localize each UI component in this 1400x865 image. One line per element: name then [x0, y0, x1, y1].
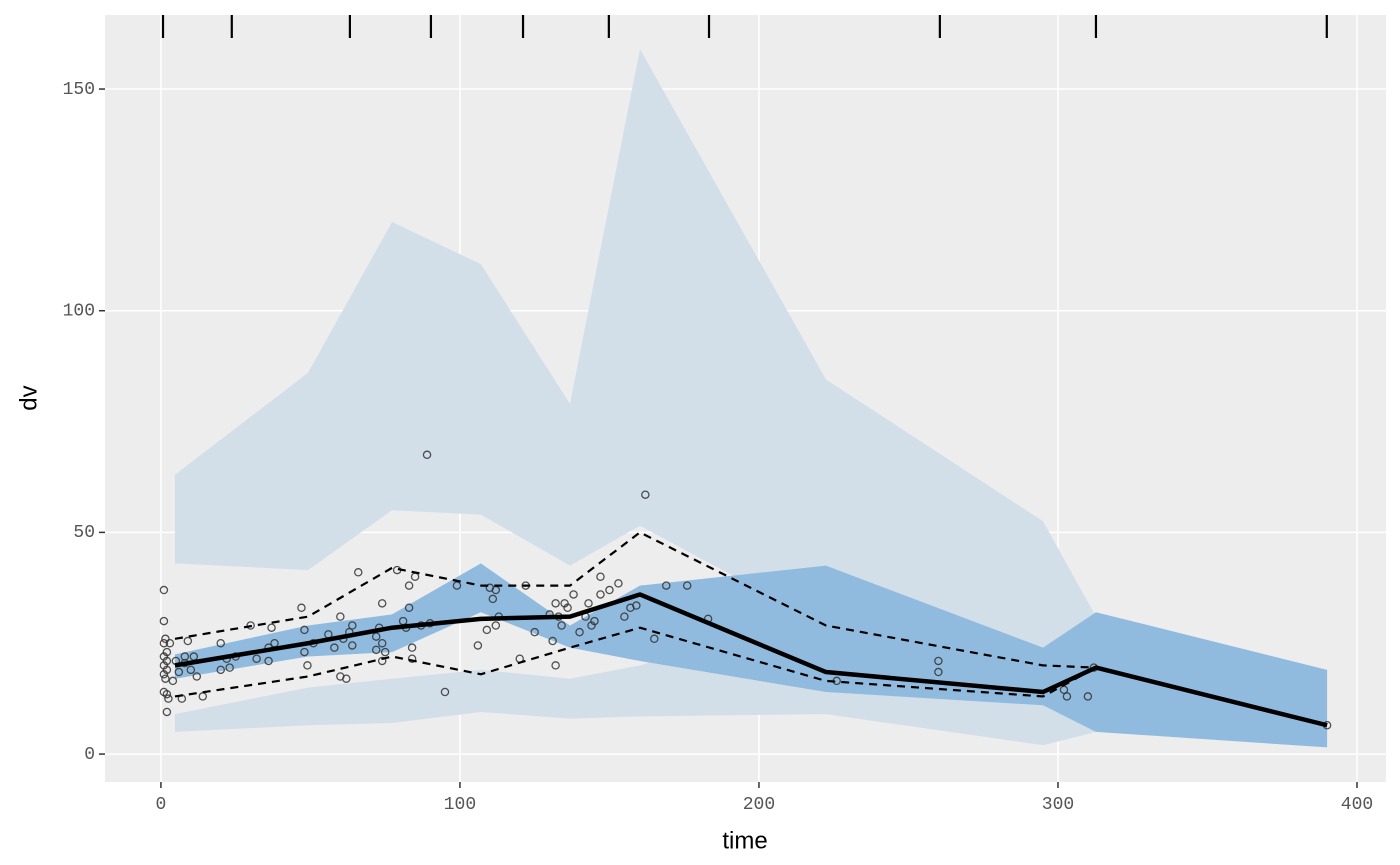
observation-point [662, 581, 671, 590]
prediction-band [174, 563, 1328, 748]
observation-point [407, 654, 417, 663]
observation-point [330, 643, 339, 652]
observation-point [1062, 692, 1072, 701]
observation-point [371, 632, 381, 641]
observation-point [530, 627, 539, 637]
observation-point [614, 579, 623, 588]
observation-point [216, 638, 225, 648]
observation-point [377, 638, 387, 648]
observation-point [174, 667, 184, 677]
observation-point [557, 621, 566, 630]
observation-point [584, 599, 593, 608]
observation-point [380, 647, 390, 657]
observation-point [246, 621, 255, 630]
observation-point [632, 601, 641, 610]
observation-point [267, 623, 276, 632]
observation-point [159, 638, 169, 648]
observation-point [303, 661, 312, 670]
observation-point [473, 641, 483, 650]
observation-point [440, 687, 450, 697]
observation-point [569, 590, 578, 599]
observation-point [252, 654, 261, 663]
observation-point [590, 616, 599, 626]
observation-point [159, 670, 169, 679]
x-tick-label: 100 [444, 795, 476, 815]
observation-point [354, 568, 363, 577]
observation-point [377, 656, 387, 666]
observation-point [225, 663, 234, 672]
observation-point [168, 676, 178, 686]
observation-point [1083, 692, 1093, 701]
observation-point [575, 627, 584, 637]
observation-point [404, 581, 414, 590]
observation-point [348, 621, 357, 630]
percentile-line [174, 626, 1097, 698]
x-tick-label: 0 [156, 795, 167, 815]
y-tick-label: 50 [73, 523, 95, 543]
observation-point [934, 656, 943, 666]
y-axis-title: dv [15, 385, 42, 410]
observation-point [482, 625, 492, 635]
observation-point [377, 599, 387, 608]
observation-point [371, 645, 381, 655]
y-tick-label: 0 [84, 745, 95, 765]
observation-point [650, 634, 659, 644]
observation-point [161, 634, 170, 644]
x-tick-label: 400 [1341, 795, 1373, 815]
observation-point [407, 643, 417, 652]
observation-point [159, 616, 169, 626]
observation-point [488, 594, 498, 604]
observation-point [162, 689, 172, 699]
observation-point [551, 599, 560, 608]
observation-point [348, 641, 357, 650]
observation-point [297, 603, 306, 613]
observation-point [620, 612, 629, 621]
observation-point [404, 603, 414, 613]
observation-point [682, 581, 692, 590]
observation-point [422, 450, 432, 460]
observation-point [264, 656, 273, 666]
observation-point [491, 621, 501, 630]
observation-point [186, 665, 196, 675]
observation-point [165, 638, 175, 648]
observation-point [551, 661, 560, 670]
observation-point [342, 674, 351, 683]
x-axis-title: time [722, 827, 767, 854]
median-line [174, 592, 1328, 728]
observation-point [452, 581, 462, 590]
observation-point [161, 674, 170, 683]
observation-point [192, 672, 202, 681]
observation-point [934, 667, 943, 677]
x-tick-label: 300 [1042, 795, 1074, 815]
observation-point [300, 625, 309, 635]
observation-point [300, 647, 309, 657]
observation-point [596, 590, 605, 599]
prediction-band [174, 49, 1096, 684]
observation-point [605, 585, 614, 595]
x-tick-label: 200 [743, 795, 775, 815]
observation-point [548, 636, 557, 646]
observation-point [596, 572, 605, 581]
observation-point [641, 490, 650, 499]
observation-point [336, 612, 345, 621]
percentile-line [174, 531, 1096, 669]
y-tick-label: 100 [63, 301, 95, 321]
observation-point [563, 603, 572, 613]
observation-point [162, 707, 172, 717]
observation-point [159, 585, 169, 595]
observation-point [164, 694, 173, 703]
y-tick-label: 150 [63, 80, 95, 100]
observation-point [216, 665, 225, 675]
observation-point [183, 636, 193, 646]
